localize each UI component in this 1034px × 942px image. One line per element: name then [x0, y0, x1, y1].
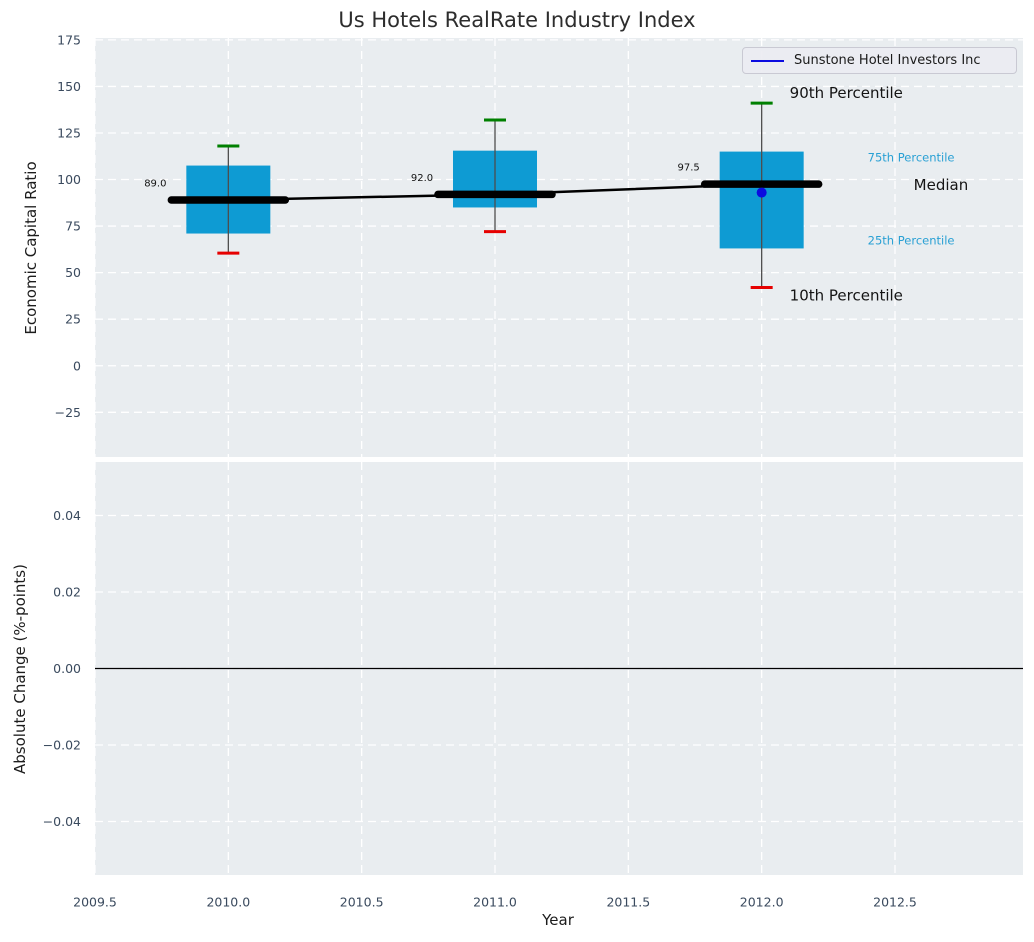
annotation-median: Median: [914, 176, 969, 194]
ytick-label-top-125: 125: [57, 125, 81, 140]
median-value-label-2012: 97.5: [678, 163, 700, 174]
ytick-label-top-175: 175: [57, 32, 81, 47]
annotation-25th-percentile: 25th Percentile: [868, 233, 955, 247]
ytick-label-top-100: 100: [57, 172, 81, 187]
ytick-label-top-50: 50: [65, 265, 81, 280]
ytick-label-top-0: 0: [73, 358, 81, 373]
xtick-label-2009.5: 2009.5: [73, 895, 117, 910]
xtick-label-2010.0: 2010.0: [206, 895, 250, 910]
ytick-label-bottom-0.02: 0.02: [53, 585, 81, 600]
median-value-label-2011: 92.0: [411, 173, 433, 184]
median-value-label-2010: 89.0: [144, 179, 166, 190]
ylabel-absolute-change: Absolute Change (%-points): [11, 564, 29, 774]
legend-line-icon: [751, 59, 784, 62]
ylabel-economic-capital-ratio: Economic Capital Ratio: [22, 161, 40, 335]
xtick-label-2011.0: 2011.0: [473, 895, 517, 910]
ytick-label-bottom-−0.04: −0.04: [43, 814, 81, 829]
xtick-label-2011.5: 2011.5: [606, 895, 650, 910]
ytick-label-top-150: 150: [57, 79, 81, 94]
ytick-label-top-25: 25: [65, 312, 81, 327]
ytick-label-bottom-0.04: 0.04: [53, 508, 81, 523]
annotation-10th-percentile: 10th Percentile: [790, 287, 903, 305]
legend: Sunstone Hotel Investors Inc: [742, 47, 1017, 74]
ytick-label-top-−25: −25: [55, 405, 81, 420]
ytick-label-top-75: 75: [65, 219, 81, 234]
xtick-label-2012.0: 2012.0: [740, 895, 784, 910]
xlabel-year: Year: [542, 911, 574, 929]
chart-title: Us Hotels RealRate Industry Index: [338, 8, 696, 32]
xtick-label-2010.5: 2010.5: [340, 895, 384, 910]
legend-label: Sunstone Hotel Investors Inc: [794, 53, 981, 68]
ytick-label-bottom-−0.02: −0.02: [43, 737, 81, 752]
annotation-90th-percentile: 90th Percentile: [790, 84, 903, 102]
ytick-label-bottom-0.00: 0.00: [53, 661, 81, 676]
plot-area-top: [95, 38, 1023, 457]
annotation-75th-percentile: 75th Percentile: [868, 151, 955, 165]
company-point-sunstone: [756, 187, 767, 198]
xtick-label-2012.5: 2012.5: [873, 895, 917, 910]
